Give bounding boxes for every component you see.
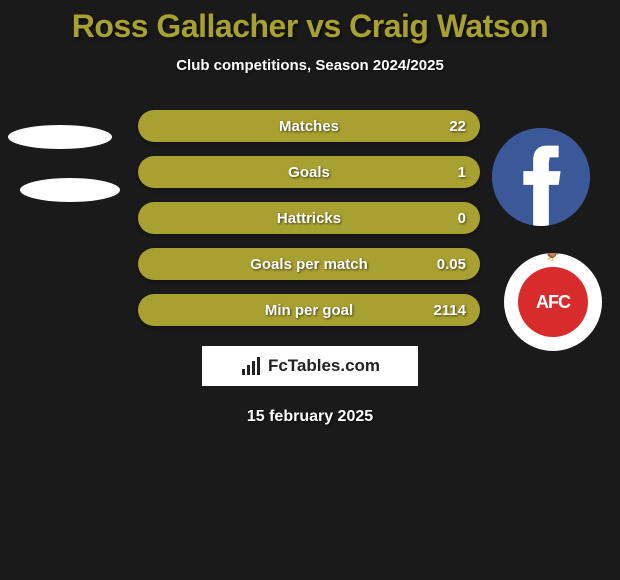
stat-bar: Goals per match 0.05 xyxy=(138,248,480,280)
branding-text: FcTables.com xyxy=(268,356,380,376)
stat-bar: Goals 1 xyxy=(138,156,480,188)
stat-label: Hattricks xyxy=(277,210,341,227)
stat-value: 0.05 xyxy=(437,256,466,273)
stat-label: Goals per match xyxy=(250,256,368,273)
stat-value: 1 xyxy=(458,164,466,181)
stat-label: Goals xyxy=(288,164,330,181)
stat-label: Min per goal xyxy=(265,302,353,319)
stat-bar: Hattricks 0 xyxy=(138,202,480,234)
stat-value: 0 xyxy=(458,210,466,227)
chart-icon xyxy=(240,355,262,377)
date-text: 15 february 2025 xyxy=(0,408,620,426)
stat-bar: Min per goal 2114 xyxy=(138,294,480,326)
stat-label: Matches xyxy=(279,118,339,135)
branding-banner[interactable]: FcTables.com xyxy=(202,346,418,386)
stat-value: 2114 xyxy=(433,302,466,319)
facebook-icon xyxy=(492,128,590,226)
club-badge-inner: AFC xyxy=(518,267,588,337)
facebook-avatar[interactable] xyxy=(492,128,590,226)
club-badge[interactable]: 🐓 AFC xyxy=(504,253,602,351)
stat-value: 22 xyxy=(449,118,466,135)
stat-bar: Matches 22 xyxy=(138,110,480,142)
club-badge-text: AFC xyxy=(536,292,570,313)
page-title: Ross Gallacher vs Craig Watson xyxy=(0,0,620,45)
rooster-icon: 🐓 xyxy=(544,253,561,262)
subtitle: Club competitions, Season 2024/2025 xyxy=(0,57,620,74)
